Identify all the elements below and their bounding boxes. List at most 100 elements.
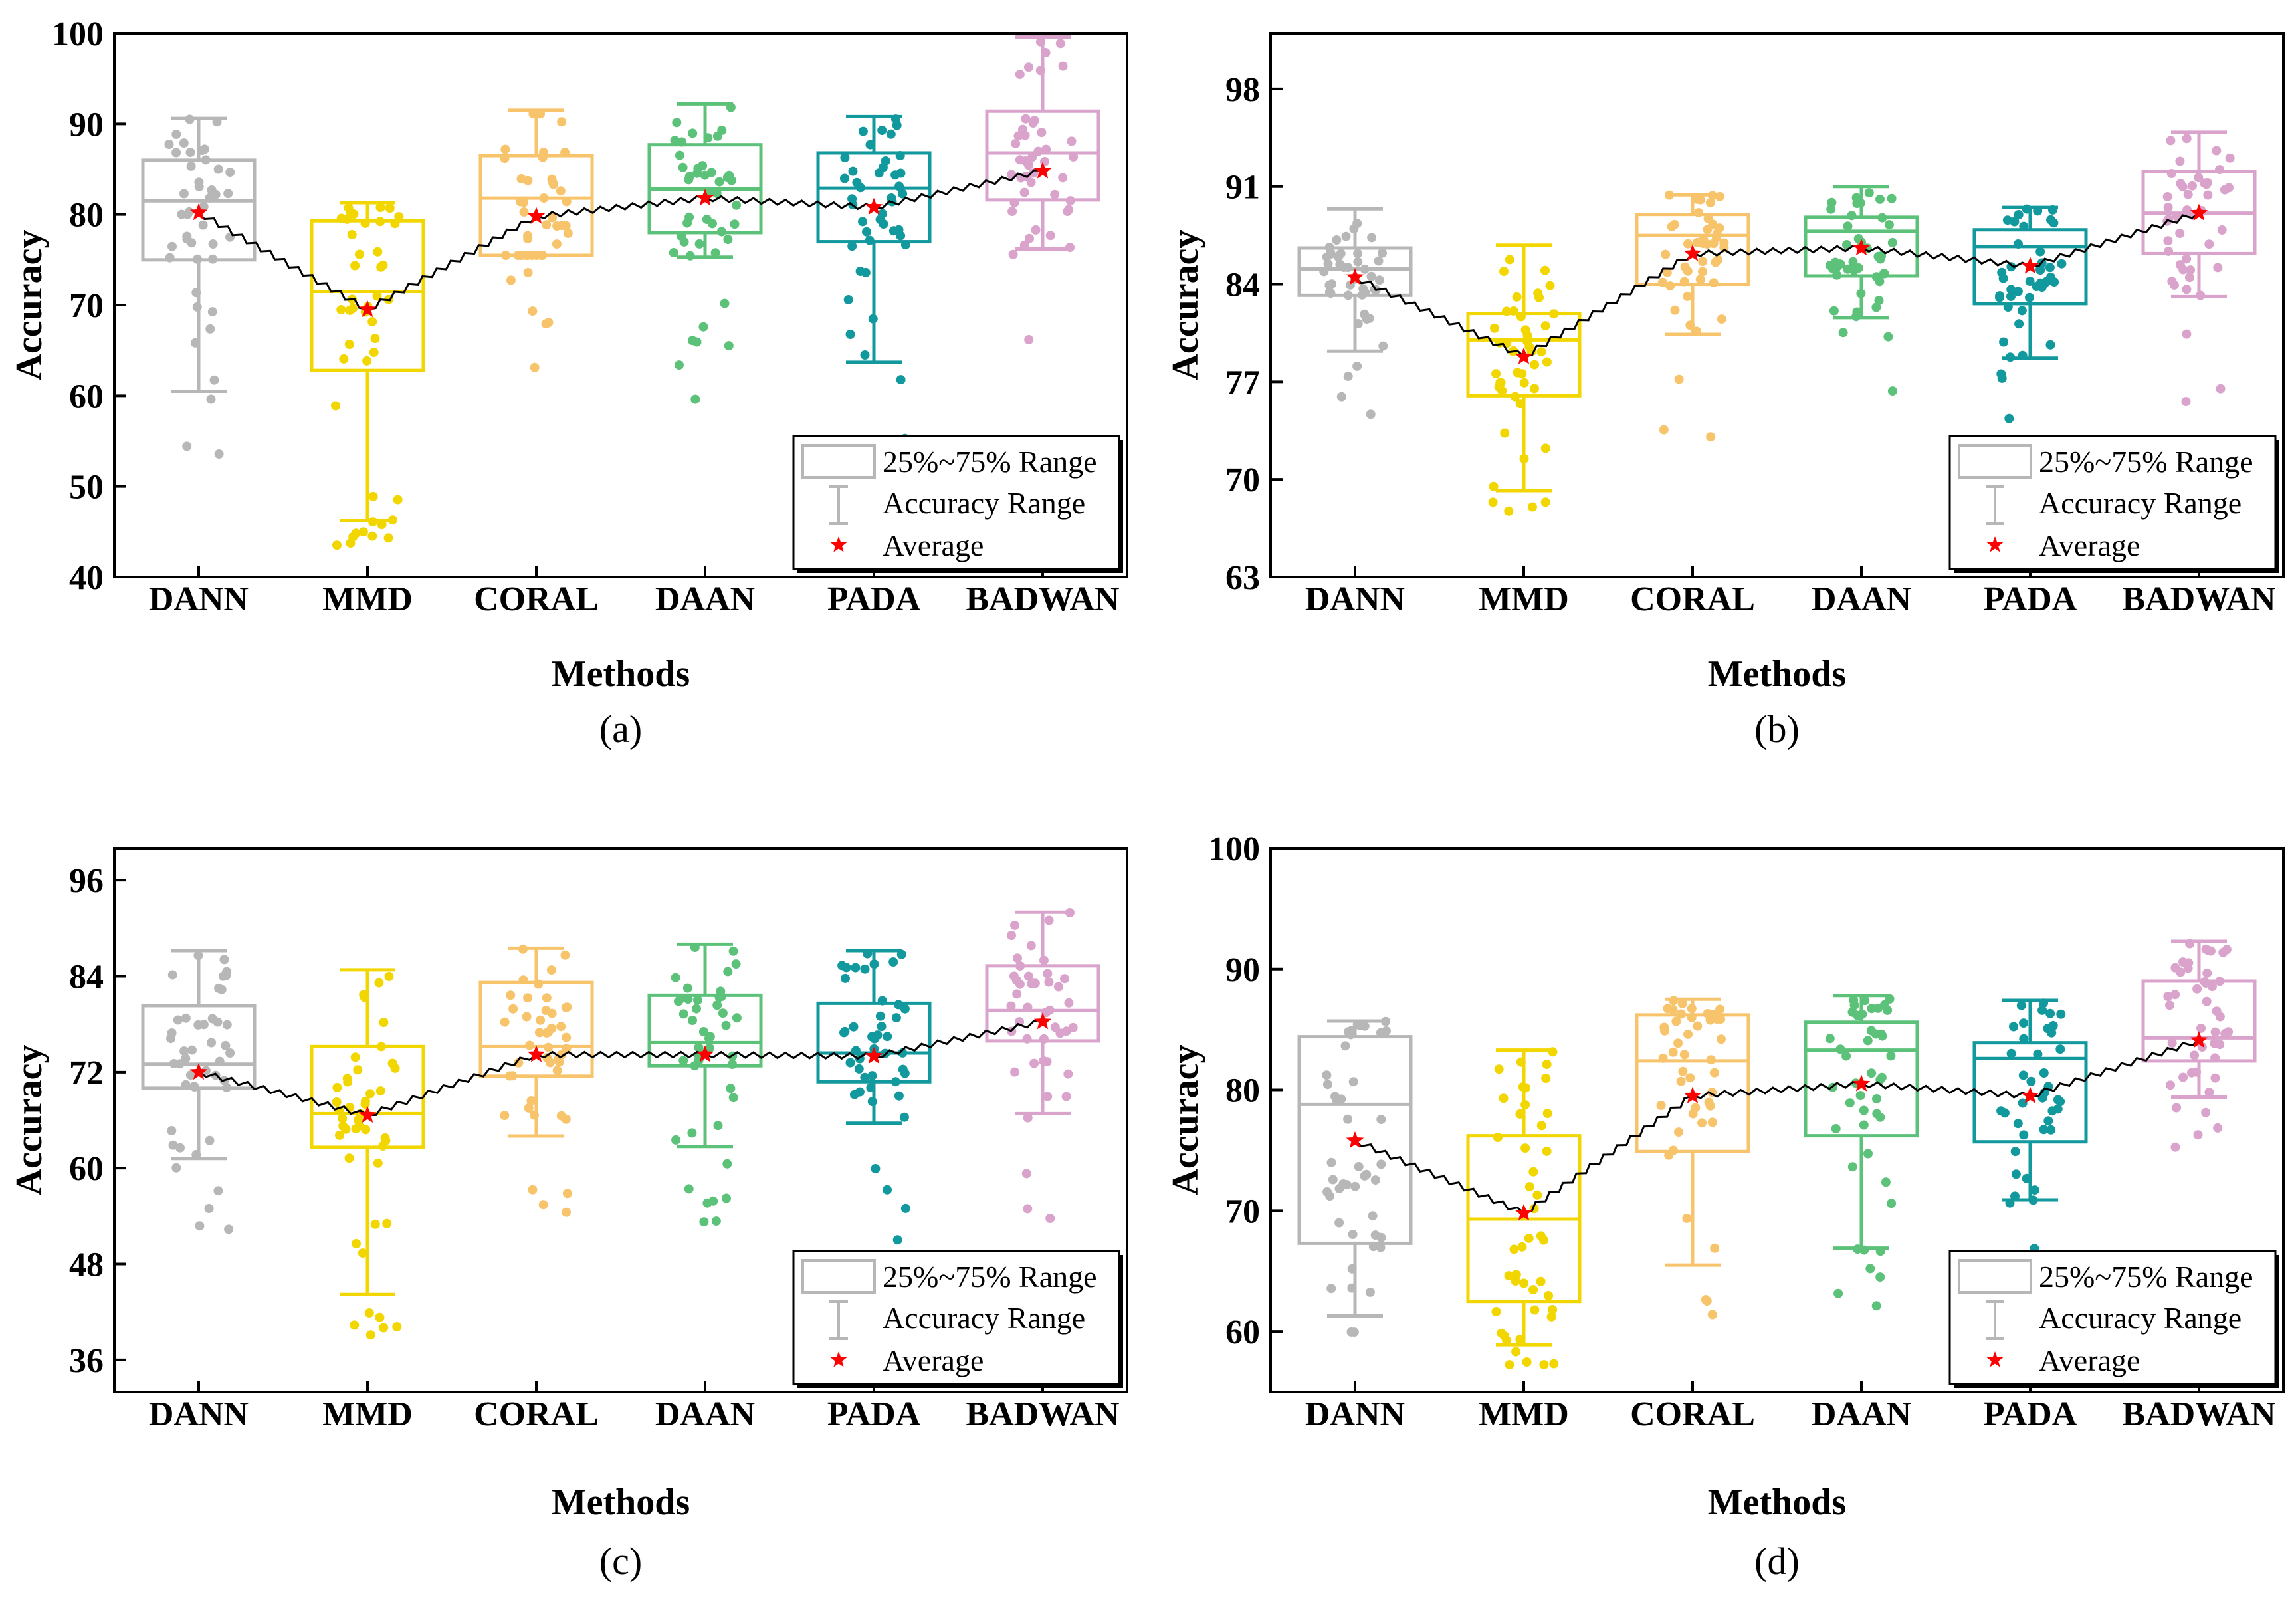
x-category-label: DAAN bbox=[655, 1395, 755, 1433]
data-point bbox=[1669, 219, 1679, 229]
iqr-box bbox=[1972, 228, 2088, 306]
data-point bbox=[1497, 386, 1507, 396]
iqr-box bbox=[1297, 1035, 1413, 1245]
data-point bbox=[1376, 1159, 1386, 1169]
data-point bbox=[2213, 263, 2223, 273]
average-star bbox=[696, 1045, 714, 1062]
data-point bbox=[182, 441, 192, 451]
data-point bbox=[708, 1196, 718, 1206]
data-point bbox=[348, 532, 358, 542]
data-point bbox=[171, 130, 181, 139]
data-point bbox=[1832, 262, 1841, 272]
data-point bbox=[723, 235, 733, 245]
data-point bbox=[1505, 255, 1514, 265]
data-point bbox=[2004, 413, 2014, 423]
data-point bbox=[1025, 233, 1034, 243]
average-star bbox=[358, 300, 377, 318]
data-point bbox=[1852, 307, 1862, 317]
data-point bbox=[218, 971, 228, 981]
data-point bbox=[1831, 1124, 1841, 1133]
y-tick-label: 48 bbox=[69, 1246, 104, 1284]
y-tick-label: 90 bbox=[69, 106, 104, 144]
data-point bbox=[1536, 1276, 1546, 1286]
data-point bbox=[536, 1015, 546, 1025]
data-point bbox=[1874, 296, 1884, 306]
average-star bbox=[527, 1045, 546, 1062]
data-point bbox=[2182, 329, 2192, 339]
data-point bbox=[1661, 249, 1671, 259]
data-point bbox=[375, 1312, 385, 1322]
iqr-box bbox=[1297, 246, 1413, 297]
data-point bbox=[1334, 252, 1343, 262]
data-point bbox=[1491, 1307, 1501, 1316]
data-point bbox=[1348, 1077, 1358, 1087]
data-point bbox=[1024, 335, 1034, 344]
data-point bbox=[187, 1045, 197, 1055]
data-point bbox=[175, 1143, 185, 1153]
data-point bbox=[1376, 1115, 1386, 1125]
y-tick-label: 77 bbox=[1225, 364, 1260, 402]
data-point bbox=[2039, 279, 2049, 288]
data-point bbox=[678, 1056, 688, 1066]
average-star bbox=[2021, 257, 2039, 274]
data-point bbox=[2010, 217, 2020, 227]
mean-line-segment bbox=[2030, 212, 2200, 268]
data-point bbox=[1542, 1146, 1552, 1156]
data-point bbox=[2018, 1098, 2028, 1108]
x-axis-title: Methods bbox=[552, 1482, 690, 1523]
data-point bbox=[1887, 1199, 1897, 1208]
data-point bbox=[694, 239, 704, 249]
iqr-box bbox=[478, 980, 594, 1078]
data-point bbox=[373, 1158, 383, 1168]
data-point bbox=[2018, 1070, 2028, 1080]
data-point bbox=[544, 318, 554, 328]
data-point bbox=[522, 1012, 532, 1022]
data-point bbox=[1517, 1242, 1527, 1252]
data-point bbox=[338, 1121, 348, 1131]
data-point bbox=[888, 957, 898, 967]
y-tick-label: 72 bbox=[69, 1054, 104, 1092]
data-point bbox=[1027, 979, 1037, 989]
y-tick-label: 100 bbox=[52, 15, 104, 53]
data-point bbox=[2002, 215, 2012, 225]
data-point bbox=[1365, 1287, 1375, 1297]
data-point bbox=[2181, 397, 2191, 407]
x-category-label: DAAN bbox=[1812, 1395, 1911, 1433]
y-tick-label: 90 bbox=[1225, 951, 1260, 989]
data-point bbox=[848, 166, 858, 176]
data-point bbox=[1540, 497, 1550, 507]
data-point bbox=[1050, 189, 1060, 199]
data-point bbox=[563, 228, 573, 238]
data-point bbox=[1843, 221, 1853, 231]
iqr-box bbox=[141, 158, 257, 262]
data-point bbox=[2166, 1080, 2175, 1090]
data-point bbox=[839, 173, 849, 183]
data-point bbox=[2220, 1028, 2230, 1038]
data-point bbox=[1536, 347, 1546, 357]
average-star bbox=[1346, 268, 1364, 285]
plot-frame bbox=[1269, 847, 2285, 1393]
legend: 25%~75% Range Accuracy Range Average bbox=[1948, 1250, 2279, 1388]
data-point bbox=[354, 1121, 364, 1131]
data-point bbox=[1023, 1113, 1033, 1123]
data-point bbox=[1539, 1235, 1548, 1245]
mean-line-segment bbox=[873, 1020, 1043, 1058]
data-point bbox=[1887, 237, 1897, 247]
data-point bbox=[2216, 384, 2226, 394]
average-star bbox=[189, 1062, 208, 1080]
mean-line-segment bbox=[197, 211, 368, 311]
data-point bbox=[199, 1020, 209, 1030]
iqr-box bbox=[1635, 1013, 1750, 1153]
data-point bbox=[1859, 1120, 1869, 1130]
data-point bbox=[2192, 984, 2202, 994]
data-point bbox=[2006, 285, 2016, 294]
data-point bbox=[898, 189, 908, 199]
data-point bbox=[721, 1020, 731, 1030]
data-point bbox=[1520, 1143, 1530, 1153]
data-point bbox=[199, 201, 209, 211]
box-coral bbox=[478, 944, 594, 1217]
data-point bbox=[219, 955, 229, 965]
y-tick-label: 60 bbox=[69, 1150, 104, 1188]
data-point bbox=[2045, 1008, 2055, 1018]
legend-frame bbox=[1948, 1250, 2277, 1385]
